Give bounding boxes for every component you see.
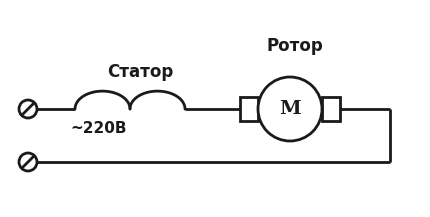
Text: Ротор: Ротор — [267, 37, 323, 55]
Circle shape — [19, 100, 37, 118]
Text: Статор: Статор — [107, 63, 173, 81]
Text: ~220В: ~220В — [70, 121, 126, 136]
Bar — [322, 97, 340, 121]
Circle shape — [19, 153, 37, 171]
Text: М: М — [279, 100, 301, 118]
Circle shape — [258, 77, 322, 141]
Bar — [240, 97, 258, 121]
